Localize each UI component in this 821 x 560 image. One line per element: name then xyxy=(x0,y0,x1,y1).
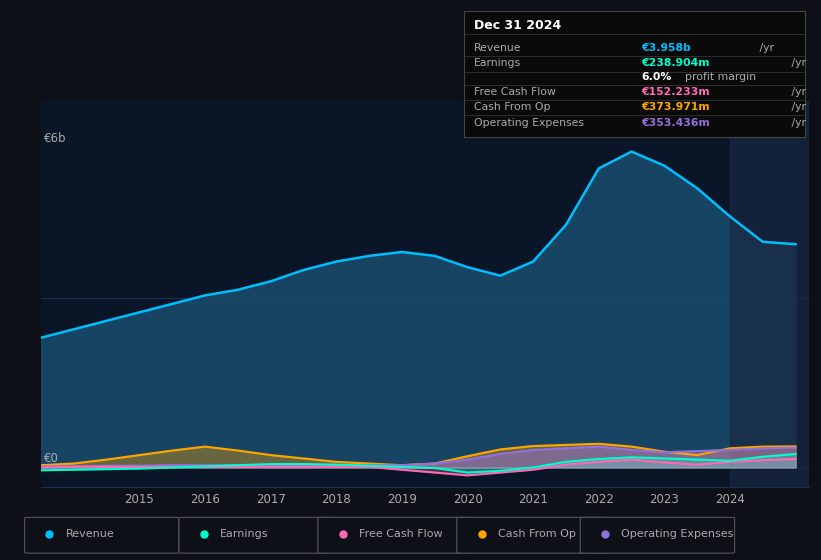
Text: €3.958b: €3.958b xyxy=(641,43,690,53)
FancyBboxPatch shape xyxy=(456,517,611,553)
Text: Revenue: Revenue xyxy=(474,43,521,53)
FancyBboxPatch shape xyxy=(25,517,179,553)
FancyBboxPatch shape xyxy=(179,517,333,553)
Text: /yr: /yr xyxy=(755,43,773,53)
Text: Cash From Op: Cash From Op xyxy=(474,102,551,112)
Text: Earnings: Earnings xyxy=(220,529,268,539)
Text: 6.0%: 6.0% xyxy=(641,72,672,82)
Text: /yr: /yr xyxy=(788,118,806,128)
Text: /yr: /yr xyxy=(788,58,806,68)
Text: Operating Expenses: Operating Expenses xyxy=(621,529,733,539)
Text: Earnings: Earnings xyxy=(474,58,521,68)
Text: €152.233m: €152.233m xyxy=(641,87,709,97)
Text: Cash From Op: Cash From Op xyxy=(498,529,576,539)
Text: Operating Expenses: Operating Expenses xyxy=(474,118,584,128)
Text: €0: €0 xyxy=(44,452,59,465)
Text: €238.904m: €238.904m xyxy=(641,58,709,68)
Bar xyxy=(730,101,815,487)
Text: Free Cash Flow: Free Cash Flow xyxy=(359,529,443,539)
Text: Revenue: Revenue xyxy=(66,529,114,539)
Text: Free Cash Flow: Free Cash Flow xyxy=(474,87,556,97)
Text: /yr: /yr xyxy=(788,102,806,112)
Text: Dec 31 2024: Dec 31 2024 xyxy=(474,19,562,32)
Text: €353.436m: €353.436m xyxy=(641,118,710,128)
Text: €6b: €6b xyxy=(44,132,67,145)
FancyBboxPatch shape xyxy=(580,517,735,553)
Text: profit margin: profit margin xyxy=(686,72,756,82)
Text: /yr: /yr xyxy=(788,87,806,97)
Text: €373.971m: €373.971m xyxy=(641,102,709,112)
FancyBboxPatch shape xyxy=(318,517,472,553)
